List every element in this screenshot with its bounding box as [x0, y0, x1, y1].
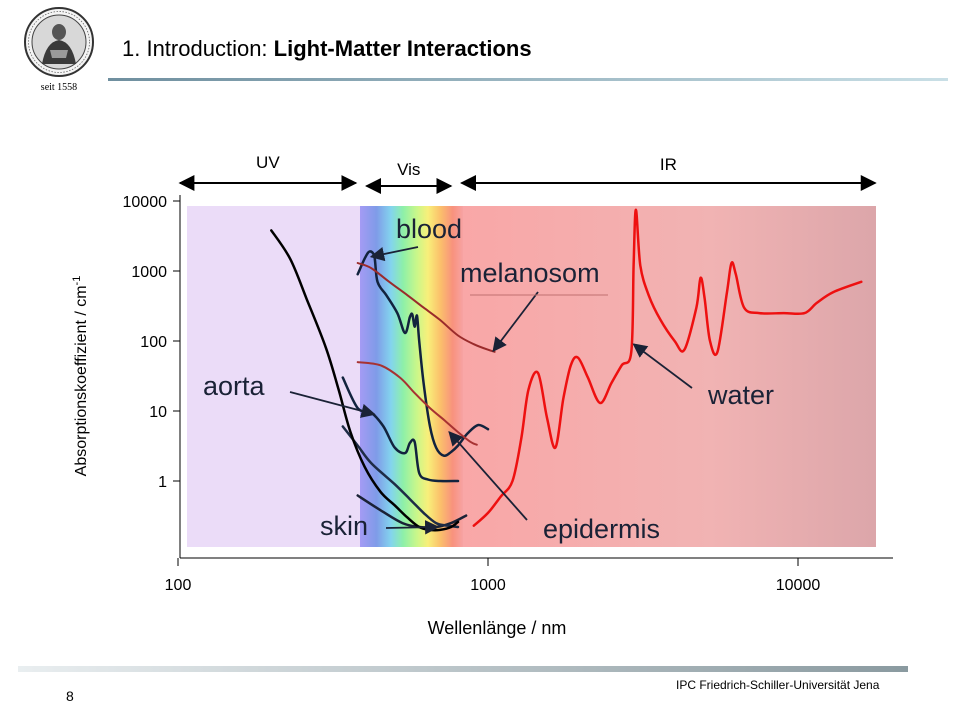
- footer-divider: [18, 666, 908, 672]
- label-epidermis: epidermis: [543, 514, 660, 544]
- title-prefix: 1. Introduction:: [122, 36, 274, 61]
- page-number: 8: [66, 688, 74, 704]
- region-label-vis: Vis: [397, 160, 420, 179]
- series-water: [472, 208, 863, 527]
- arrow-water: [632, 343, 693, 389]
- y-tick-label-10000: 10000: [123, 194, 168, 211]
- series-blood: [356, 250, 490, 458]
- series-melanosom: [356, 262, 496, 353]
- x-tick-label-100: 100: [165, 577, 192, 594]
- label-skin: skin: [320, 511, 368, 541]
- arrow-melanosom: [492, 291, 539, 353]
- x-tick-label-1000: 1000: [470, 577, 506, 594]
- uv-band: [187, 206, 361, 547]
- header-divider: [108, 78, 948, 81]
- y-tick-label-10: 10: [149, 404, 167, 421]
- arrow-skin: [385, 520, 440, 535]
- logo-caption: seit 1558: [41, 82, 77, 93]
- y-tick-label-1: 1: [158, 474, 167, 491]
- y-axis-label-sup: -1: [71, 276, 83, 286]
- y-tick-label-1000: 1000: [131, 264, 167, 281]
- arrow-blood: [369, 246, 419, 262]
- university-seal-icon: seit 1558: [24, 7, 94, 93]
- arrow-epidermis: [448, 430, 528, 521]
- y-axis-label: Absorptionskoeffizient / cm-1: [71, 276, 90, 477]
- region-label-ir: IR: [660, 155, 677, 174]
- y-ticks: 1 10 100 1000 10000: [123, 194, 180, 491]
- label-melanosom: melanosom: [460, 258, 600, 288]
- label-water: water: [707, 380, 774, 410]
- label-blood: blood: [396, 214, 462, 244]
- title-bold: Light-Matter Interactions: [273, 36, 532, 61]
- y-tick-label-100: 100: [140, 334, 167, 351]
- university-seal: seit 1558: [20, 6, 98, 94]
- footer-institution: IPC Friedrich-Schiller-Universität Jena: [676, 678, 880, 692]
- x-tick-label-10000: 10000: [776, 577, 821, 594]
- x-axis-label: Wellenlänge / nm: [428, 618, 567, 638]
- x-ticks: 100 1000 10000: [165, 558, 821, 594]
- y-axis-label-main: Absorptionskoeffizient / cm: [73, 285, 90, 476]
- spectral-regions: UV Vis IR: [178, 153, 877, 194]
- annotation-arrows: [289, 246, 693, 535]
- series-aorta: [341, 425, 460, 529]
- page-title: 1. Introduction: Light-Matter Interactio…: [122, 36, 532, 62]
- series-epidermis: [356, 361, 478, 446]
- region-label-uv: UV: [256, 153, 280, 172]
- label-aorta: aorta: [203, 371, 266, 401]
- visible-spectrum-band: [360, 206, 463, 547]
- arrow-aorta: [289, 391, 376, 418]
